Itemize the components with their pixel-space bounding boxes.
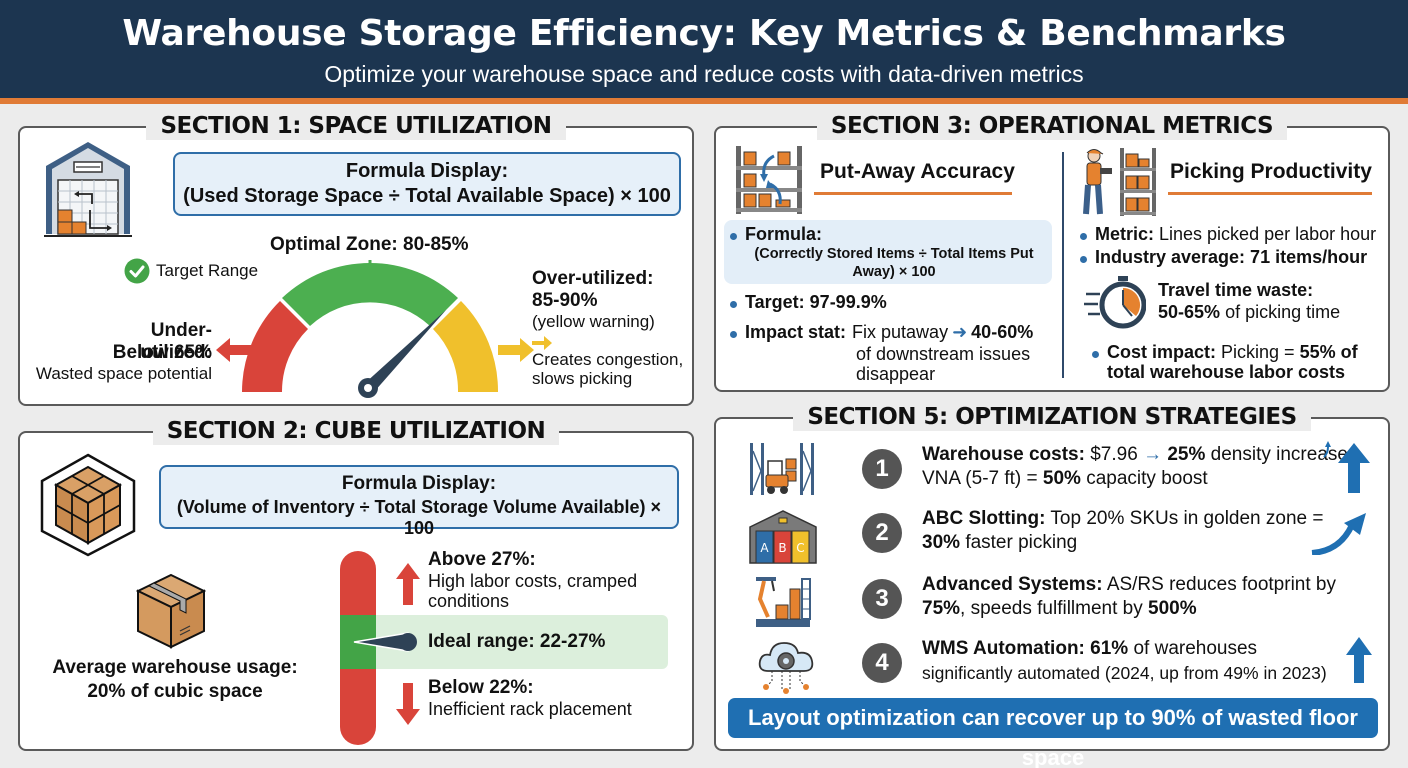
strategy-number-4: 4 [862, 643, 902, 683]
travel-time-label: Travel time waste: [1158, 280, 1314, 300]
section-cube-utilization: SECTION 2: CUBE UTILIZATION Formula Disp… [18, 417, 694, 751]
over-utilized-desc-1: Creates congestion, [532, 350, 684, 369]
picking-industry-bullet: Industry average: 71 items/hour [1080, 247, 1367, 268]
robotic-arm-icon [756, 577, 811, 627]
page-subtitle: Optimize your warehouse space and reduce… [324, 61, 1084, 87]
putaway-heading-underline [814, 192, 1012, 195]
picking-cost-bullet: Cost impact: Picking = 55% of [1092, 342, 1358, 363]
arrow-right-icon [532, 336, 552, 350]
utilization-gauge [216, 260, 534, 398]
strategy-4-text: WMS Automation: 61% of warehouses signif… [922, 638, 1327, 683]
avg-usage-label: Average warehouse usage: [52, 657, 298, 678]
section-operational-metrics: SECTION 3: OPERATIONAL METRICS Put-Away … [714, 112, 1390, 392]
trend-curve-arrow-icon [1311, 513, 1366, 555]
arrow-right-icon: ➜ [952, 322, 968, 342]
section-title: SECTION 1: SPACE UTILIZATION [146, 112, 566, 140]
under-utilized-title: Under-utilized: [140, 320, 212, 363]
putaway-target: Target: 97-99.9% [745, 292, 887, 312]
svg-text:C: C [796, 541, 804, 555]
putaway-impact-bullet: Impact stat: Fix putaway ➜ 40-60% [730, 322, 1033, 343]
section-title: SECTION 5: OPTIMIZATION STRATEGIES [793, 403, 1311, 431]
cloud-gear-icon [758, 642, 814, 694]
cost-rest: total warehouse labor costs [1107, 362, 1346, 382]
impact-rest-1: of downstream issues [856, 344, 1031, 364]
strategy-number-1: 1 [862, 449, 902, 489]
formula-title: Formula Display: [341, 473, 497, 494]
formula-expression: (Used Storage Space ÷ Total Available Sp… [183, 185, 671, 207]
strategy-1-text: Warehouse costs: $7.96 → 25% density inc… [922, 444, 1348, 489]
over-utilized-desc-2: slows picking [532, 369, 633, 388]
impact-text: Fix putaway [852, 322, 949, 342]
over-utilized-value: 85-90% [532, 290, 598, 311]
under-utilized-desc: Wasted space potential [35, 364, 212, 383]
over-utilized-title: Over-utilized: [532, 268, 654, 289]
picker-worker-icon [1083, 148, 1156, 216]
optimal-zone-label: Optimal Zone: 80-85% [270, 234, 469, 255]
putaway-formula-line2: Away) × 100 [852, 264, 936, 280]
cube-formula-box: Formula Display: (Volume of Inventory ÷ … [159, 465, 679, 538]
layout-optimization-banner: Layout optimization can recover up to 90… [728, 698, 1378, 768]
cube-icon [40, 453, 136, 557]
putaway-shelf-icon [736, 146, 802, 214]
travel-time-text: of picking time [1225, 302, 1341, 322]
metric-label: Metric: [1095, 224, 1155, 244]
impact-label: Impact stat: [745, 322, 847, 342]
target-range-label: Target Range [156, 261, 259, 280]
putaway-heading: Put-Away Accuracy [820, 160, 1015, 183]
picking-heading: Picking Productivity [1170, 160, 1372, 183]
bullet-dot [730, 233, 737, 240]
forklift-rack-icon [750, 443, 814, 495]
industry-average: Industry average: 71 items/hour [1095, 247, 1368, 267]
trend-up-arrow-icon [1323, 441, 1370, 493]
cube-range-bar [340, 551, 420, 745]
strategy-3-text: Advanced Systems: AS/RS reduces footprin… [922, 574, 1336, 619]
putaway-formula-line1: (Correctly Stored Items ÷ Total Items Pu… [754, 246, 1034, 262]
impact-value: 40-60% [971, 322, 1034, 342]
travel-time-stat: 50-65% of picking time [1158, 302, 1340, 323]
impact-rest-2: disappear [856, 364, 936, 384]
putaway-formula-label: Formula: [745, 224, 823, 244]
strategy-number-3: 3 [862, 579, 902, 619]
page-title: Warehouse Storage Efficiency: Key Metric… [122, 13, 1286, 54]
section-title: SECTION 3: OPERATIONAL METRICS [816, 112, 1288, 140]
formula-expression: (Volume of Inventory ÷ Total Storage Vol… [176, 497, 662, 538]
putaway-formula-bullet: Formula: [730, 224, 822, 245]
svg-text:A: A [760, 541, 769, 555]
check-circle-icon [124, 258, 150, 284]
strategy-number-2: 2 [862, 513, 902, 553]
target-range-legend: Target Range [124, 258, 258, 284]
travel-time-value: 50-65% [1158, 302, 1221, 322]
avg-usage-value: 20% of cubic space [87, 681, 263, 702]
below-range-desc: Inefficient rack placement [428, 699, 632, 719]
above-range-desc-2: conditions [428, 591, 510, 611]
cost-text: Picking = [1221, 342, 1295, 362]
space-formula-box: Formula Display: (Used Storage Space ÷ T… [173, 152, 681, 216]
section-title: SECTION 2: CUBE UTILIZATION [152, 417, 560, 445]
over-utilized-note: (yellow warning) [532, 312, 655, 331]
above-range-desc-1: High labor costs, cramped [428, 571, 638, 591]
header-accent-stripe [0, 98, 1408, 104]
putaway-formula-box [724, 220, 1052, 284]
cost-value: 55% of [1299, 342, 1358, 362]
putaway-target-bullet: Target: 97-99.9% [730, 292, 887, 313]
section-space-utilization: SECTION 1: SPACE UTILIZATION Formula Dis… [18, 112, 694, 406]
formula-title: Formula Display: [345, 160, 509, 182]
above-range-title: Above 27%: [428, 549, 536, 570]
picking-metric-bullet: Metric: Lines picked per labor hour [1080, 224, 1376, 245]
column-divider [1062, 152, 1064, 378]
strategy-2-text: ABC Slotting: Top 20% SKUs in golden zon… [922, 508, 1324, 553]
box-icon [136, 573, 206, 649]
ideal-range-label: Ideal range: 22-27% [428, 631, 606, 652]
warehouse-icon [44, 142, 132, 237]
cost-label: Cost impact: [1107, 342, 1217, 362]
below-range-title: Below 22%: [428, 677, 534, 698]
abc-warehouse-icon: A B C [749, 510, 817, 564]
page-header: Warehouse Storage Efficiency: Key Metric… [0, 0, 1408, 98]
metric-text: Lines picked per labor hour [1159, 224, 1377, 244]
picking-heading-underline [1168, 192, 1372, 195]
stopwatch-icon [1084, 276, 1146, 329]
svg-text:B: B [778, 541, 786, 555]
up-arrow-icon [1346, 637, 1372, 683]
under-utilized-value: Below 65% [112, 342, 212, 363]
